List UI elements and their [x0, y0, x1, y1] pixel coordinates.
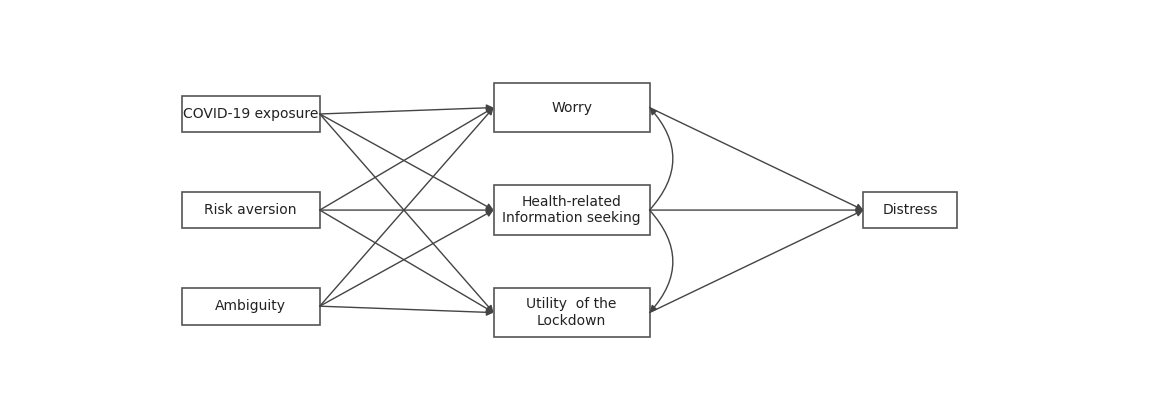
Text: Health-related
Information seeking: Health-related Information seeking [503, 195, 641, 225]
FancyArrowPatch shape [320, 108, 492, 210]
FancyArrowPatch shape [320, 211, 492, 306]
FancyBboxPatch shape [864, 192, 957, 228]
FancyArrowPatch shape [650, 210, 862, 312]
FancyBboxPatch shape [182, 192, 320, 228]
FancyBboxPatch shape [493, 185, 650, 235]
Text: Utility  of the
Lockdown: Utility of the Lockdown [527, 297, 616, 328]
FancyArrowPatch shape [320, 306, 492, 315]
Text: Worry: Worry [551, 101, 592, 114]
FancyArrowPatch shape [320, 210, 492, 312]
FancyArrowPatch shape [320, 114, 492, 209]
Text: Distress: Distress [882, 203, 938, 217]
FancyArrowPatch shape [320, 114, 492, 312]
Text: COVID-19 exposure: COVID-19 exposure [183, 107, 319, 121]
FancyArrowPatch shape [320, 105, 492, 114]
FancyArrowPatch shape [650, 109, 673, 210]
FancyArrowPatch shape [650, 108, 862, 210]
Text: Ambiguity: Ambiguity [215, 299, 286, 313]
Text: Risk aversion: Risk aversion [205, 203, 297, 217]
FancyBboxPatch shape [182, 96, 320, 132]
FancyArrowPatch shape [320, 109, 492, 306]
FancyBboxPatch shape [493, 288, 650, 337]
FancyBboxPatch shape [182, 288, 320, 324]
FancyBboxPatch shape [493, 83, 650, 132]
FancyArrowPatch shape [650, 210, 673, 312]
FancyArrowPatch shape [650, 207, 861, 213]
FancyArrowPatch shape [320, 207, 492, 213]
